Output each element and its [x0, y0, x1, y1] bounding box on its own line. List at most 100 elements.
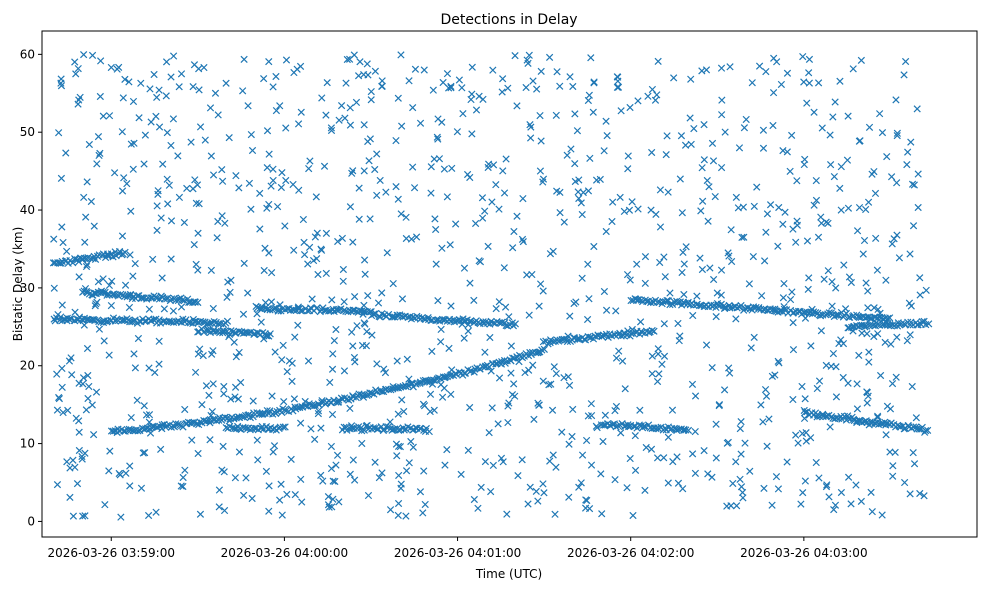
data-point: [536, 111, 544, 120]
data-point: [658, 300, 666, 308]
data-point: [363, 421, 371, 430]
data-point: [328, 503, 336, 511]
data-point: [55, 129, 63, 137]
data-point: [817, 219, 826, 227]
data-point: [696, 254, 704, 262]
data-point: [360, 256, 369, 264]
data-point: [349, 342, 357, 350]
data-point: [527, 123, 535, 131]
data-point: [893, 129, 901, 137]
data-point: [500, 189, 509, 197]
data-point: [514, 471, 522, 480]
data-point: [84, 394, 92, 403]
data-point: [247, 130, 255, 139]
data-point: [802, 437, 810, 445]
data-point: [214, 217, 222, 226]
data-point: [278, 169, 286, 177]
data-point: [206, 104, 215, 112]
data-point: [575, 194, 583, 203]
data-point: [568, 432, 576, 441]
data-point: [648, 326, 656, 335]
data-point: [893, 179, 901, 187]
data-point: [495, 374, 504, 382]
data-point: [893, 333, 901, 341]
data-point: [548, 406, 557, 414]
data-point: [688, 380, 697, 388]
data-point: [448, 366, 456, 374]
data-point: [443, 70, 452, 78]
data-point: [909, 423, 918, 431]
data-point: [703, 176, 711, 185]
data-point: [164, 200, 172, 208]
data-point: [823, 481, 831, 489]
data-point: [852, 481, 860, 489]
data-point: [105, 467, 113, 475]
data-point: [783, 148, 791, 156]
marker-layer: [49, 51, 933, 521]
data-point: [428, 347, 436, 356]
data-point: [129, 97, 138, 106]
data-point: [886, 448, 894, 456]
data-point: [295, 186, 303, 194]
data-point: [844, 112, 852, 120]
data-point: [837, 488, 846, 497]
data-point: [63, 247, 71, 255]
data-point: [247, 328, 255, 336]
data-point: [805, 274, 813, 282]
data-point: [123, 293, 131, 301]
data-point: [276, 496, 284, 504]
data-point: [58, 364, 66, 373]
data-point: [843, 156, 852, 164]
data-point: [88, 51, 97, 60]
data-point: [766, 201, 775, 209]
data-point: [684, 426, 693, 434]
data-point: [400, 407, 408, 416]
data-point: [907, 138, 915, 146]
data-point: [651, 96, 660, 104]
data-point: [470, 296, 478, 305]
data-point: [253, 310, 261, 318]
data-point: [218, 466, 226, 474]
data-point: [141, 131, 149, 139]
data-point: [294, 303, 303, 311]
data-point: [163, 128, 171, 137]
data-point: [460, 334, 468, 342]
data-point: [265, 200, 273, 209]
data-point: [524, 500, 532, 508]
data-point: [600, 147, 608, 155]
data-point: [188, 418, 196, 427]
data-point: [774, 485, 783, 493]
data-point: [801, 477, 809, 485]
data-point: [832, 311, 840, 319]
data-point: [893, 131, 901, 140]
data-point: [693, 292, 701, 300]
data-point: [788, 288, 796, 296]
data-point: [368, 331, 376, 339]
data-point: [652, 210, 660, 219]
data-point: [535, 401, 543, 409]
data-point: [644, 92, 652, 100]
data-point: [664, 479, 672, 487]
data-point: [624, 165, 632, 173]
data-point: [364, 291, 372, 300]
data-point: [360, 301, 368, 310]
data-point: [75, 258, 83, 266]
data-point: [169, 52, 178, 60]
data-point: [234, 395, 243, 403]
data-point: [80, 321, 88, 329]
data-point: [137, 79, 145, 87]
data-point: [843, 412, 852, 420]
data-point: [792, 431, 800, 439]
data-point: [691, 392, 700, 400]
data-point: [434, 135, 442, 143]
data-point: [484, 160, 493, 168]
data-point: [560, 335, 568, 343]
data-point: [793, 221, 801, 229]
data-point: [85, 382, 93, 391]
data-point: [409, 443, 417, 451]
data-point: [849, 65, 857, 73]
data-point: [702, 341, 711, 349]
x-tick-label: 2026-03-26 04:02:00: [567, 546, 694, 560]
data-point: [272, 106, 281, 115]
data-point: [579, 188, 587, 197]
